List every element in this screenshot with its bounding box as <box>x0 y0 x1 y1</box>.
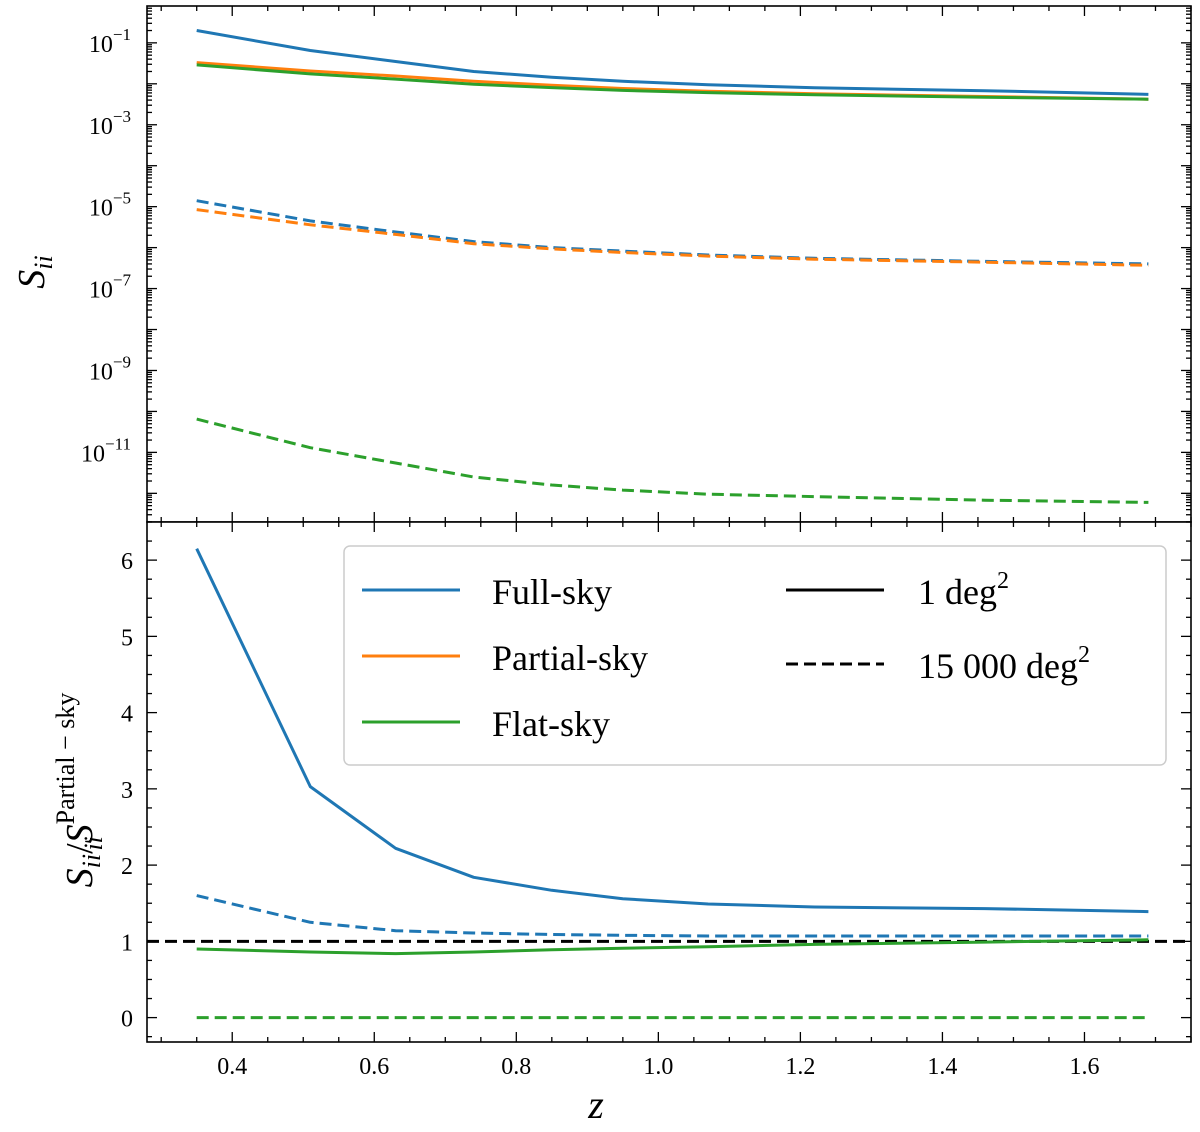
top-ytick-label-base: 10 <box>89 32 113 58</box>
top-ylabel-sub: ii <box>29 255 58 269</box>
top-ytick-label-exp: −9 <box>113 352 131 371</box>
top-ytick-label-exp: −7 <box>113 271 132 290</box>
bottom-ytick-label-4: 4 <box>121 702 133 728</box>
legend: Full-sky Partial-sky Flat-sky 1 deg2 15 … <box>343 545 1167 766</box>
top-ytick-label-base: 10 <box>89 359 113 385</box>
bottom-series-full-sky-1-deg <box>195 548 1149 914</box>
top-ytick-label-base: 10 <box>89 196 113 222</box>
bottom-xtick-label-1-0: 1.0 <box>643 1054 673 1080</box>
bottom-xtick-label-1-4: 1.4 <box>927 1054 957 1080</box>
bottom-ylabel: Sii/SPartial − skyii <box>51 693 108 888</box>
bottom-ytick-label-2: 2 <box>121 854 133 880</box>
bottom-series <box>195 548 1149 1020</box>
bottom-ylabel-slash: / <box>59 843 101 854</box>
bottom-xtick-label-1-6: 1.6 <box>1069 1054 1099 1080</box>
bottom-xlabel: z <box>587 1082 604 1127</box>
top-series-partial-sky-15-000-deg <box>196 208 1149 267</box>
top-ytick-label-exp: −1 <box>113 25 131 44</box>
legend-label-1deg: 1 deg2 <box>918 568 1009 612</box>
legend-label-1deg-base: 1 deg <box>918 572 997 612</box>
legend-label-15000deg-base: 15 000 deg <box>918 646 1078 686</box>
bottom-ylabel-main: S <box>59 868 101 887</box>
bottom-ylabel-main2: S <box>59 824 101 843</box>
top-ytick-label-base: 10 <box>89 114 113 140</box>
top-ytick-label-base: 10 <box>89 278 113 304</box>
top-ticks: 10−110−310−510−710−910−11 <box>81 6 1192 523</box>
legend-label-15000deg: 15 000 deg2 <box>918 642 1090 686</box>
top-ytick-label-7: 10−7 <box>89 271 132 304</box>
top-panel: 10−110−310−510−710−910−11 Sii <box>11 5 1192 523</box>
bottom-ytick-label-1: 1 <box>121 930 133 956</box>
top-ytick-label-3: 10−3 <box>89 107 131 140</box>
bottom-ytick-label-6: 6 <box>121 549 133 575</box>
top-ytick-label-exp: −5 <box>113 189 131 208</box>
legend-label-flat-sky: Flat-sky <box>492 704 610 744</box>
legend-label-partial-sky: Partial-sky <box>492 638 648 678</box>
bottom-ylabel-sup: Partial − sky <box>51 693 80 825</box>
legend-label-1deg-sup: 2 <box>997 568 1009 594</box>
top-series-flat-sky-15-000-deg <box>196 417 1149 504</box>
top-series-full-sky-1-deg <box>196 29 1149 96</box>
bottom-ytick-label-3: 3 <box>121 778 133 804</box>
bottom-series-full-sky-15-000-deg <box>196 894 1149 938</box>
bottom-ticks: 0.4 0.6 0.8 1.0 1.2 1.4 1.6 0 1 2 3 4 5 6 <box>121 521 1192 1080</box>
bottom-ylabel-sub: ii <box>77 854 106 868</box>
top-series <box>196 29 1149 504</box>
bottom-frame <box>146 521 1192 1043</box>
top-ytick-label-1: 10−1 <box>89 25 131 58</box>
top-ylabel: Sii <box>11 255 58 288</box>
legend-label-full-sky: Full-sky <box>492 572 612 612</box>
bottom-ytick-label-0: 0 <box>121 1007 133 1033</box>
bottom-ytick-label-5: 5 <box>121 625 133 651</box>
bottom-xtick-label-0-8: 0.8 <box>501 1054 531 1080</box>
top-ytick-label-exp: −11 <box>105 434 131 453</box>
bottom-xtick-label-1-2: 1.2 <box>785 1054 815 1080</box>
top-ytick-label-base: 10 <box>81 441 105 467</box>
bottom-series-flat-sky-1-deg <box>196 938 1149 956</box>
top-ylabel-main: S <box>11 270 53 289</box>
top-ytick-label-exp: −3 <box>113 107 131 126</box>
legend-box <box>343 545 1167 766</box>
top-ytick-label-9: 10−9 <box>89 352 131 385</box>
legend-label-15000deg-sup: 2 <box>1078 642 1090 668</box>
bottom-xtick-label-0-6: 0.6 <box>359 1054 389 1080</box>
bottom-xtick-label-0-4: 0.4 <box>217 1054 247 1080</box>
top-ytick-label-5: 10−5 <box>89 189 131 222</box>
top-series-flat-sky-1-deg <box>196 63 1149 101</box>
bottom-ylabel-sub2: ii <box>79 836 108 850</box>
top-ytick-label-11: 10−11 <box>81 434 131 467</box>
